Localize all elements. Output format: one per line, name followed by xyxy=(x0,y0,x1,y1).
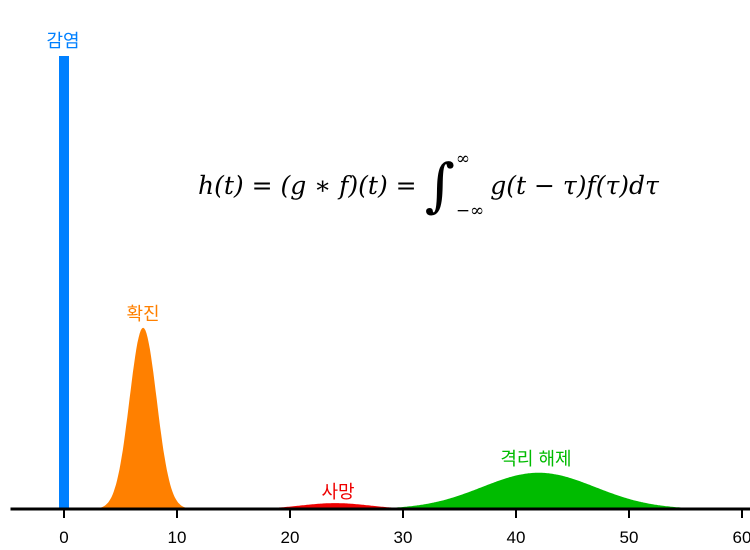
x-tick-label: 20 xyxy=(281,528,300,547)
x-tick-label: 40 xyxy=(507,528,526,547)
series-death-area xyxy=(199,503,471,509)
formula-lhs: h(t) = (g ∗ f)(t) = xyxy=(198,170,417,200)
x-tick-label: 10 xyxy=(168,528,187,547)
label-death: 사망 xyxy=(321,482,355,502)
integral-limits: ∞ −∞ xyxy=(456,150,484,220)
integral-lower: −∞ xyxy=(455,201,485,221)
label-infection: 감염 xyxy=(46,31,80,51)
series-infection-bar xyxy=(59,56,69,509)
x-tick-label: 50 xyxy=(620,528,639,547)
x-tick-label: 60 xyxy=(733,528,750,547)
formula-rhs: g(t − τ)f(τ)dτ xyxy=(490,170,659,200)
x-tick-label: 0 xyxy=(59,528,68,547)
label-confirmed: 확진 xyxy=(126,304,160,324)
label-release: 격리 해제 xyxy=(500,449,572,469)
x-tick-label: 30 xyxy=(394,528,413,547)
series-release-area xyxy=(312,472,750,509)
series-confirmed-area xyxy=(88,327,198,509)
convolution-formula: h(t) = (g ∗ f)(t) = ∫ ∞ −∞ g(t − τ)f(τ)d… xyxy=(198,150,659,220)
integral-upper: ∞ xyxy=(455,149,470,169)
integral: ∫ ∞ −∞ xyxy=(425,150,485,220)
integral-sign: ∫ xyxy=(424,151,455,219)
